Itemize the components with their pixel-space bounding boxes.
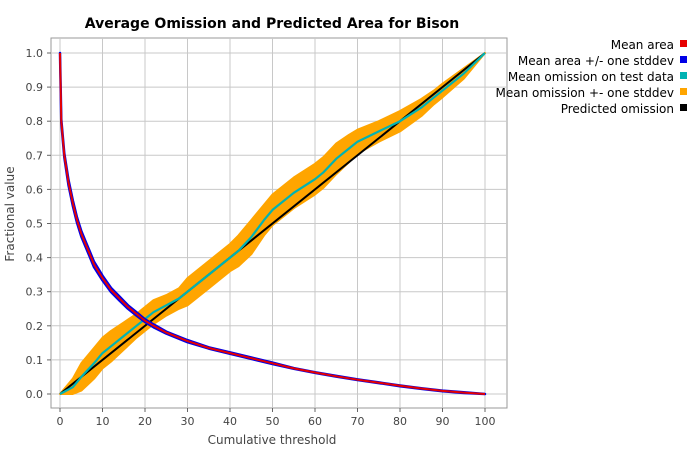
y-tick-label: 0.1: [26, 354, 44, 367]
series-layer: [58, 51, 487, 396]
y-tick-label: 0.3: [26, 286, 44, 299]
legend-label: Mean omission on test data: [508, 70, 674, 84]
y-tick-label: 0.0: [26, 388, 44, 401]
x-axis-ticks: 0 10 20 30 40 50 60 70 80 90 100: [57, 408, 496, 428]
y-tick-label: 0.2: [26, 320, 44, 333]
legend-item: Mean omission on test data: [508, 70, 687, 84]
y-axis-ticks: 0.0 0.1 0.2 0.3 0.4 0.5 0.6 0.7 0.8 0.9 1.0: [26, 47, 51, 401]
legend-swatch: [680, 88, 687, 95]
legend-item: Mean area +/- one stddev: [518, 54, 687, 68]
legend-label: Mean area +/- one stddev: [518, 54, 674, 68]
y-tick-label: 0.9: [26, 81, 44, 94]
y-axis-label: Fractional value: [3, 166, 17, 261]
chart-title: Average Omission and Predicted Area for …: [85, 16, 460, 32]
x-tick-label: 20: [138, 415, 152, 428]
x-tick-label: 60: [308, 415, 322, 428]
legend-swatch: [680, 104, 687, 111]
legend-label: Mean area: [611, 38, 674, 52]
legend-swatch: [680, 72, 687, 79]
y-tick-label: 0.4: [26, 252, 44, 265]
legend-item: Predicted omission: [561, 102, 687, 116]
x-tick-label: 40: [223, 415, 237, 428]
x-tick-label: 70: [351, 415, 365, 428]
y-tick-label: 0.5: [26, 218, 44, 231]
legend-item: Mean area: [611, 38, 687, 52]
predicted-omission-line: [59, 52, 486, 395]
legend-label: Mean omission +- one stddev: [496, 86, 675, 100]
legend: Mean area Mean area +/- one stddev Mean …: [496, 38, 687, 116]
legend-swatch: [680, 40, 687, 47]
y-tick-label: 0.7: [26, 149, 44, 162]
y-tick-label: 0.8: [26, 115, 44, 128]
mean-area-line: [59, 52, 486, 395]
x-tick-label: 10: [96, 415, 110, 428]
x-tick-label: 0: [57, 415, 64, 428]
legend-swatch: [680, 56, 687, 63]
mean-omission-line: [59, 52, 486, 395]
x-tick-label: 80: [393, 415, 407, 428]
x-tick-label: 90: [436, 415, 450, 428]
legend-item: Mean omission +- one stddev: [496, 86, 687, 100]
x-axis-label: Cumulative threshold: [208, 433, 337, 447]
y-tick-label: 0.6: [26, 183, 44, 196]
y-tick-label: 1.0: [26, 47, 44, 60]
legend-label: Predicted omission: [561, 102, 674, 116]
x-tick-label: 100: [475, 415, 496, 428]
x-tick-label: 50: [266, 415, 280, 428]
x-tick-label: 30: [181, 415, 195, 428]
